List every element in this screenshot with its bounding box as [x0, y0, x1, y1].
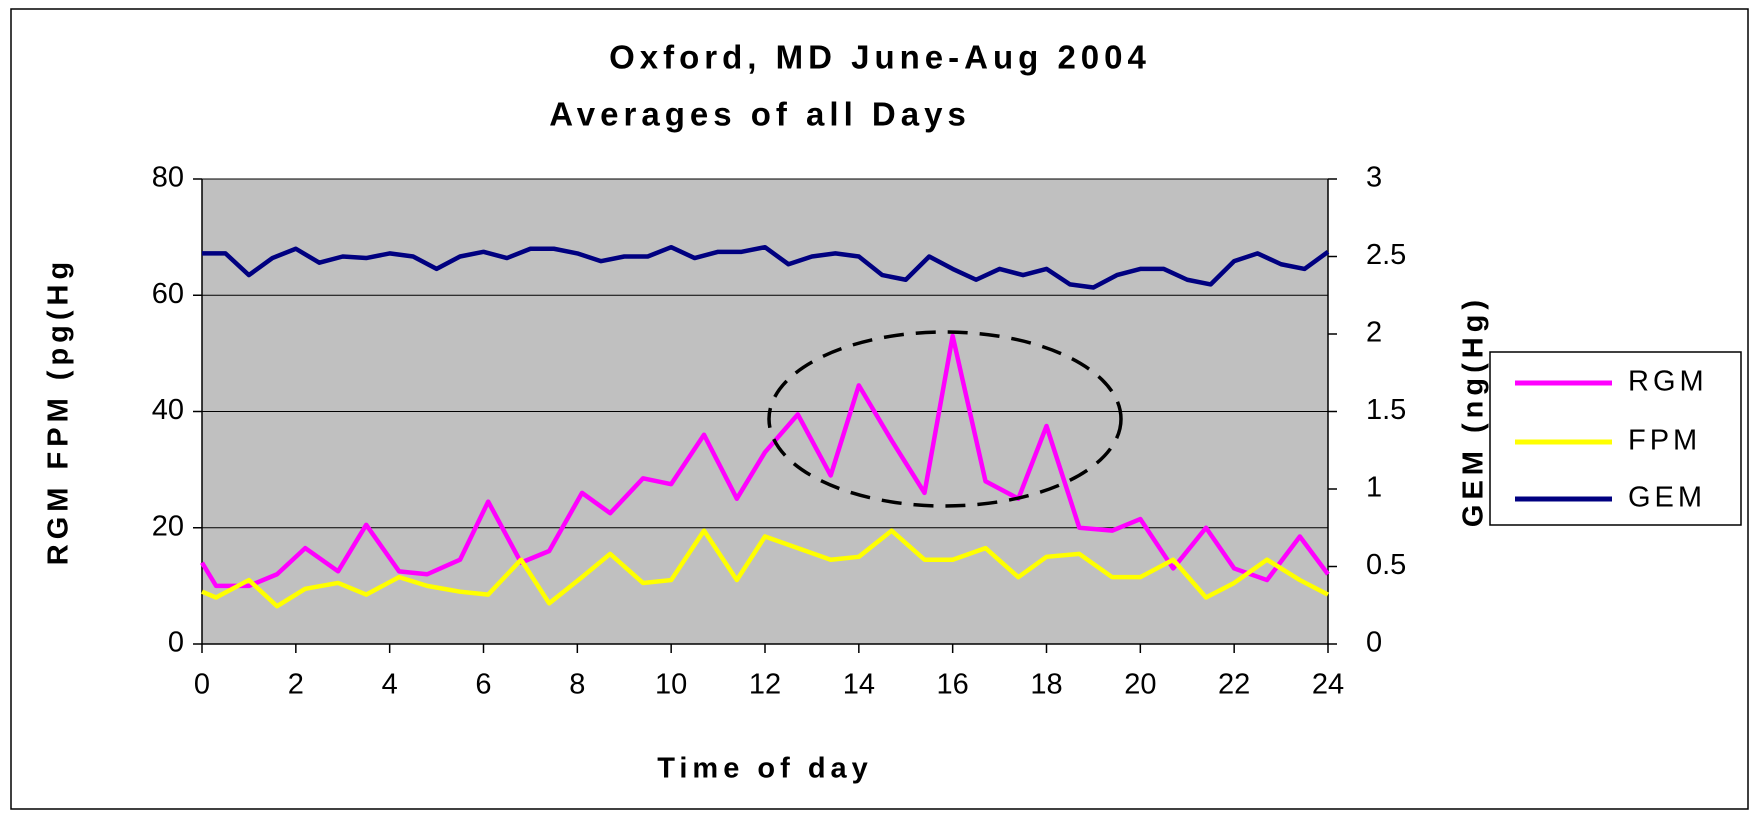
highlight-ellipse	[767, 330, 1123, 508]
y-tick-label: 80	[152, 162, 184, 194]
x-tick-label: 22	[1218, 669, 1250, 701]
y-tick-label: 40	[152, 394, 184, 426]
x-tick-label: 14	[843, 669, 875, 701]
y-tick-label: 0	[168, 627, 184, 659]
legend-label: RGM	[1628, 366, 1708, 398]
x-axis-label: Time of day	[657, 753, 873, 785]
x-tick-label: 8	[569, 669, 585, 701]
legend: RGM FPM GEM	[1515, 366, 1708, 514]
y2-axis-label: GEM (ng(Hg)	[1458, 295, 1490, 527]
x-tick-label: 12	[749, 669, 781, 701]
y2-tick-label: 3	[1366, 162, 1382, 194]
y2-tick-label: 1.5	[1366, 394, 1406, 426]
y2-tick-label: 0.5	[1366, 549, 1406, 581]
x-tick-label: 2	[288, 669, 304, 701]
y2-tick-label: 1	[1366, 472, 1382, 504]
series-line	[200, 333, 1330, 589]
legend-label: GEM	[1628, 482, 1706, 514]
y2-tick-label: 0	[1366, 627, 1382, 659]
x-tick-label: 0	[194, 669, 210, 701]
chart-subtitle: Averages of all Days	[549, 96, 971, 133]
y2-tick-label: 2	[1366, 317, 1382, 349]
x-tick-label: 6	[475, 669, 491, 701]
y-axis-label: RGM FPM (pg(Hg	[43, 257, 75, 565]
y-tick-label: 20	[152, 510, 184, 542]
series-line	[201, 528, 1330, 609]
chart-title: Oxford, MD June-Aug 2004	[609, 39, 1151, 76]
x-tick-label: 24	[1312, 669, 1344, 701]
x-tick-label: 4	[382, 669, 398, 701]
x-tick-label: 10	[655, 669, 687, 701]
x-tick-label: 20	[1124, 669, 1156, 701]
legend-label: FPM	[1628, 425, 1701, 457]
x-tick-label: 16	[937, 669, 969, 701]
x-tick-label: 18	[1030, 669, 1062, 701]
y2-tick-label: 2.5	[1366, 239, 1406, 271]
y-tick-label: 60	[152, 278, 184, 310]
series-line	[202, 244, 1330, 290]
